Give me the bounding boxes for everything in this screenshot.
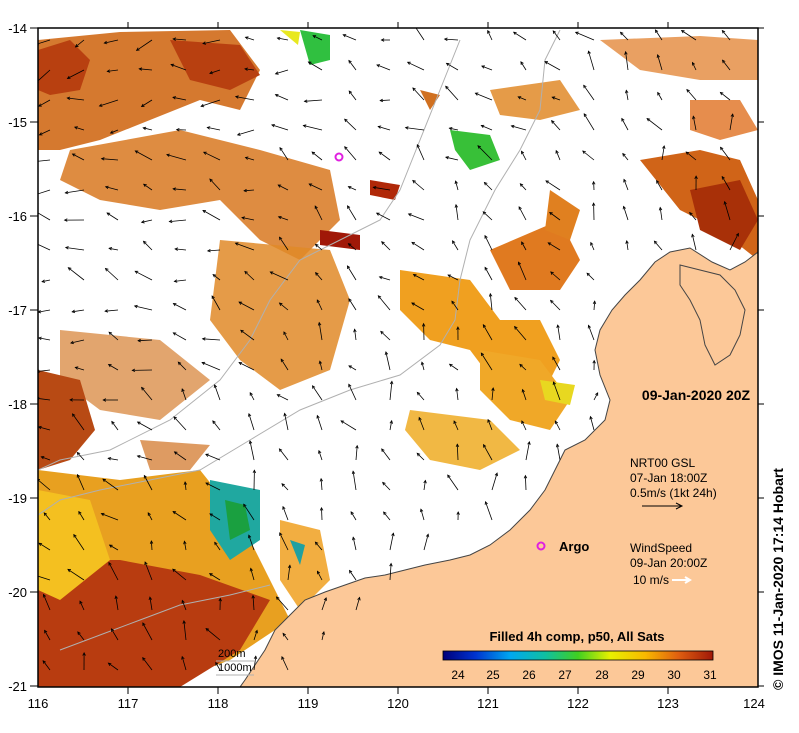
lon-tick-label: 122 (567, 696, 589, 711)
colorbar-tick-label: 29 (631, 668, 645, 682)
colorbar-tick-label: 24 (451, 668, 465, 682)
isobath-1000m-label: 1000m (218, 662, 252, 674)
lat-tick-label: -17 (8, 303, 27, 318)
current-vector-head (34, 574, 37, 577)
lat-tick-label: -15 (8, 115, 27, 130)
wind-legend-scale: 10 m/s (633, 573, 669, 587)
colorbar-gradient (443, 651, 713, 660)
lon-axis: 116 117 118 119 120 121 122 123 124 (28, 696, 765, 711)
lon-tick-label: 124 (743, 696, 765, 711)
lat-tick-label: -14 (8, 21, 27, 36)
current-vector-head (34, 193, 37, 196)
date-label: 09-Jan-2020 20Z (642, 387, 751, 403)
current-legend-time: 07-Jan 18:00Z (630, 471, 707, 485)
current-legend-title: NRT00 GSL (630, 456, 695, 470)
wind-legend-time: 09-Jan 20:00Z (630, 556, 707, 570)
lat-tick-label: -18 (8, 397, 27, 412)
colorbar-tick-label: 28 (595, 668, 609, 682)
lat-axis: -14 -15 -16 -17 -18 -19 -20 -21 (8, 21, 27, 694)
current-vector (322, 508, 323, 520)
wind-legend-title: WindSpeed (630, 541, 692, 555)
current-vector-head (31, 160, 34, 163)
argo-label: Argo (559, 539, 589, 554)
lon-tick-label: 120 (387, 696, 409, 711)
lon-tick-label: 121 (477, 696, 499, 711)
colorbar-tick-label: 30 (667, 668, 681, 682)
current-vector-head (413, 24, 416, 27)
colorbar-tick-label: 26 (522, 668, 536, 682)
lon-tick-label: 116 (28, 696, 49, 711)
colorbar-tick-label: 31 (703, 668, 717, 682)
lat-tick-label: -21 (8, 679, 27, 694)
current-legend-scale: 0.5m/s (1kt 24h) (630, 486, 717, 500)
lat-tick-label: -16 (8, 209, 27, 224)
current-vector-head (33, 242, 36, 244)
lon-tick-label: 117 (118, 696, 139, 711)
lat-tick-label: -20 (8, 585, 27, 600)
lat-tick-label: -19 (8, 491, 27, 506)
colorbar-title: Filled 4h comp, p50, All Sats (489, 629, 664, 644)
current-vector-head (33, 210, 36, 213)
isobath-200m-label: 200m (218, 648, 246, 660)
lon-tick-label: 123 (657, 696, 679, 711)
lon-tick-label: 118 (208, 696, 229, 711)
colorbar-tick-label: 27 (558, 668, 572, 682)
credit-label: © IMOS 11-Jan-2020 17:14 Hobart (770, 30, 790, 690)
colorbar-tick-label: 25 (486, 668, 500, 682)
lon-tick-label: 119 (298, 696, 319, 711)
